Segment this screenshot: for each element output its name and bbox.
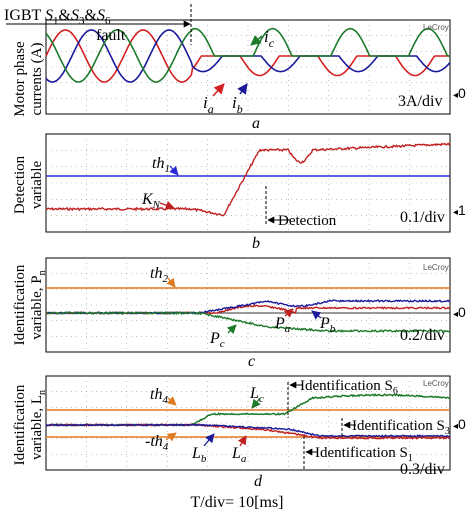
scale-d: 0.3/div xyxy=(400,461,445,478)
trace-ic xyxy=(45,27,450,83)
detection-label: Detection xyxy=(278,213,337,229)
panel-label-b: b xyxy=(252,235,260,252)
ylabel-c-line2: variable, Pn xyxy=(29,270,48,339)
th4-label: th4 xyxy=(150,386,168,406)
lc-arrow xyxy=(251,397,261,409)
panel-grids xyxy=(46,20,450,470)
ia-arrow xyxy=(212,83,225,97)
ylabel-b-line1: Detection xyxy=(12,155,28,214)
ylabel-a-line1: Motor phase xyxy=(12,41,28,117)
panel-d: th4 -th4 Lc Lb La Identification S6 Iden… xyxy=(12,378,450,490)
ylabel-d-line2: variable, Ln xyxy=(29,390,48,460)
ylabel-d-line1: Identification xyxy=(12,384,28,465)
lc-label: Lc xyxy=(249,385,264,405)
trace-kn xyxy=(45,142,451,217)
id-s6-label: Identification S6 xyxy=(300,378,398,397)
panel-a: IGBT S1&S3&S6 fault ic ia ib 3A/div a Mo… xyxy=(4,4,442,132)
pa-label: Pa xyxy=(274,315,291,335)
ylabel-c-line1: Identification xyxy=(12,264,28,345)
ia-label: ia xyxy=(203,93,214,116)
time-division-label: T/div= 10[ms] xyxy=(190,494,283,511)
panel-label-a: a xyxy=(252,115,260,132)
level-markers: ◂0 ◂1 ◂0 ◂0 xyxy=(453,85,466,432)
pc-arrow xyxy=(226,324,237,335)
lecroy-logo-c: LeCroy xyxy=(423,263,449,272)
kn-arrow xyxy=(159,200,175,210)
ylabel-a-line2: currents (A) xyxy=(29,43,45,116)
id-s1-label: Identification S1 xyxy=(315,445,413,464)
ib-arrow xyxy=(237,83,248,95)
lecroy-logo-a: LeCroy xyxy=(423,23,449,32)
traces xyxy=(45,27,451,440)
lb-label: Lb xyxy=(191,445,207,465)
zero-marker-c: ◂0 xyxy=(453,304,466,320)
pa-arrow xyxy=(283,308,294,318)
ic-label: ic xyxy=(264,27,275,50)
panel-label-d: d xyxy=(254,473,263,490)
th1-label: th1 xyxy=(152,155,170,175)
panel-c: th2 Pa Pb Pc 0.2/div c Identification va… xyxy=(12,264,445,370)
lb-arrow xyxy=(203,433,215,447)
ib-label: ib xyxy=(232,93,243,116)
pb-label: Pb xyxy=(319,315,336,335)
pb-arrow xyxy=(311,310,322,320)
trace-lb xyxy=(45,423,451,438)
la-label: La xyxy=(231,445,247,465)
scale-a: 3A/div xyxy=(398,93,442,110)
zero-marker-a: ◂0 xyxy=(453,85,466,101)
ic-arrow xyxy=(250,34,263,46)
panel-label-c: c xyxy=(248,353,255,370)
th1-arrow xyxy=(169,165,179,176)
neg-th4-arrow xyxy=(165,432,177,442)
zero-marker-d: ◂0 xyxy=(453,416,466,432)
th2-label: th2 xyxy=(150,265,168,285)
pc-label: Pc xyxy=(209,330,225,350)
level-marker-b: ◂1 xyxy=(453,202,466,218)
th2-arrow xyxy=(166,277,176,288)
id-s3-label: Identification S3 xyxy=(352,418,450,437)
kn-label: KN xyxy=(141,191,161,211)
th4-arrow xyxy=(166,396,177,406)
neg-th4-label: -th4 xyxy=(145,433,169,453)
igbt-annotation: IGBT S1&S3&S6 xyxy=(4,7,111,27)
panel-b: th1 KN Detection 0.1/div b Detection var… xyxy=(12,155,445,252)
fault-label: fault xyxy=(96,27,126,44)
ylabel-b-line2: variable xyxy=(29,161,45,210)
panel-frame-1 xyxy=(45,133,451,233)
panel-frames xyxy=(45,19,451,471)
la-arrow xyxy=(237,435,247,447)
scale-b: 0.1/div xyxy=(400,209,445,226)
trace-pc xyxy=(45,310,451,333)
lecroy-logo-d: LeCroy xyxy=(423,379,449,388)
scale-c: 0.2/div xyxy=(400,327,445,344)
